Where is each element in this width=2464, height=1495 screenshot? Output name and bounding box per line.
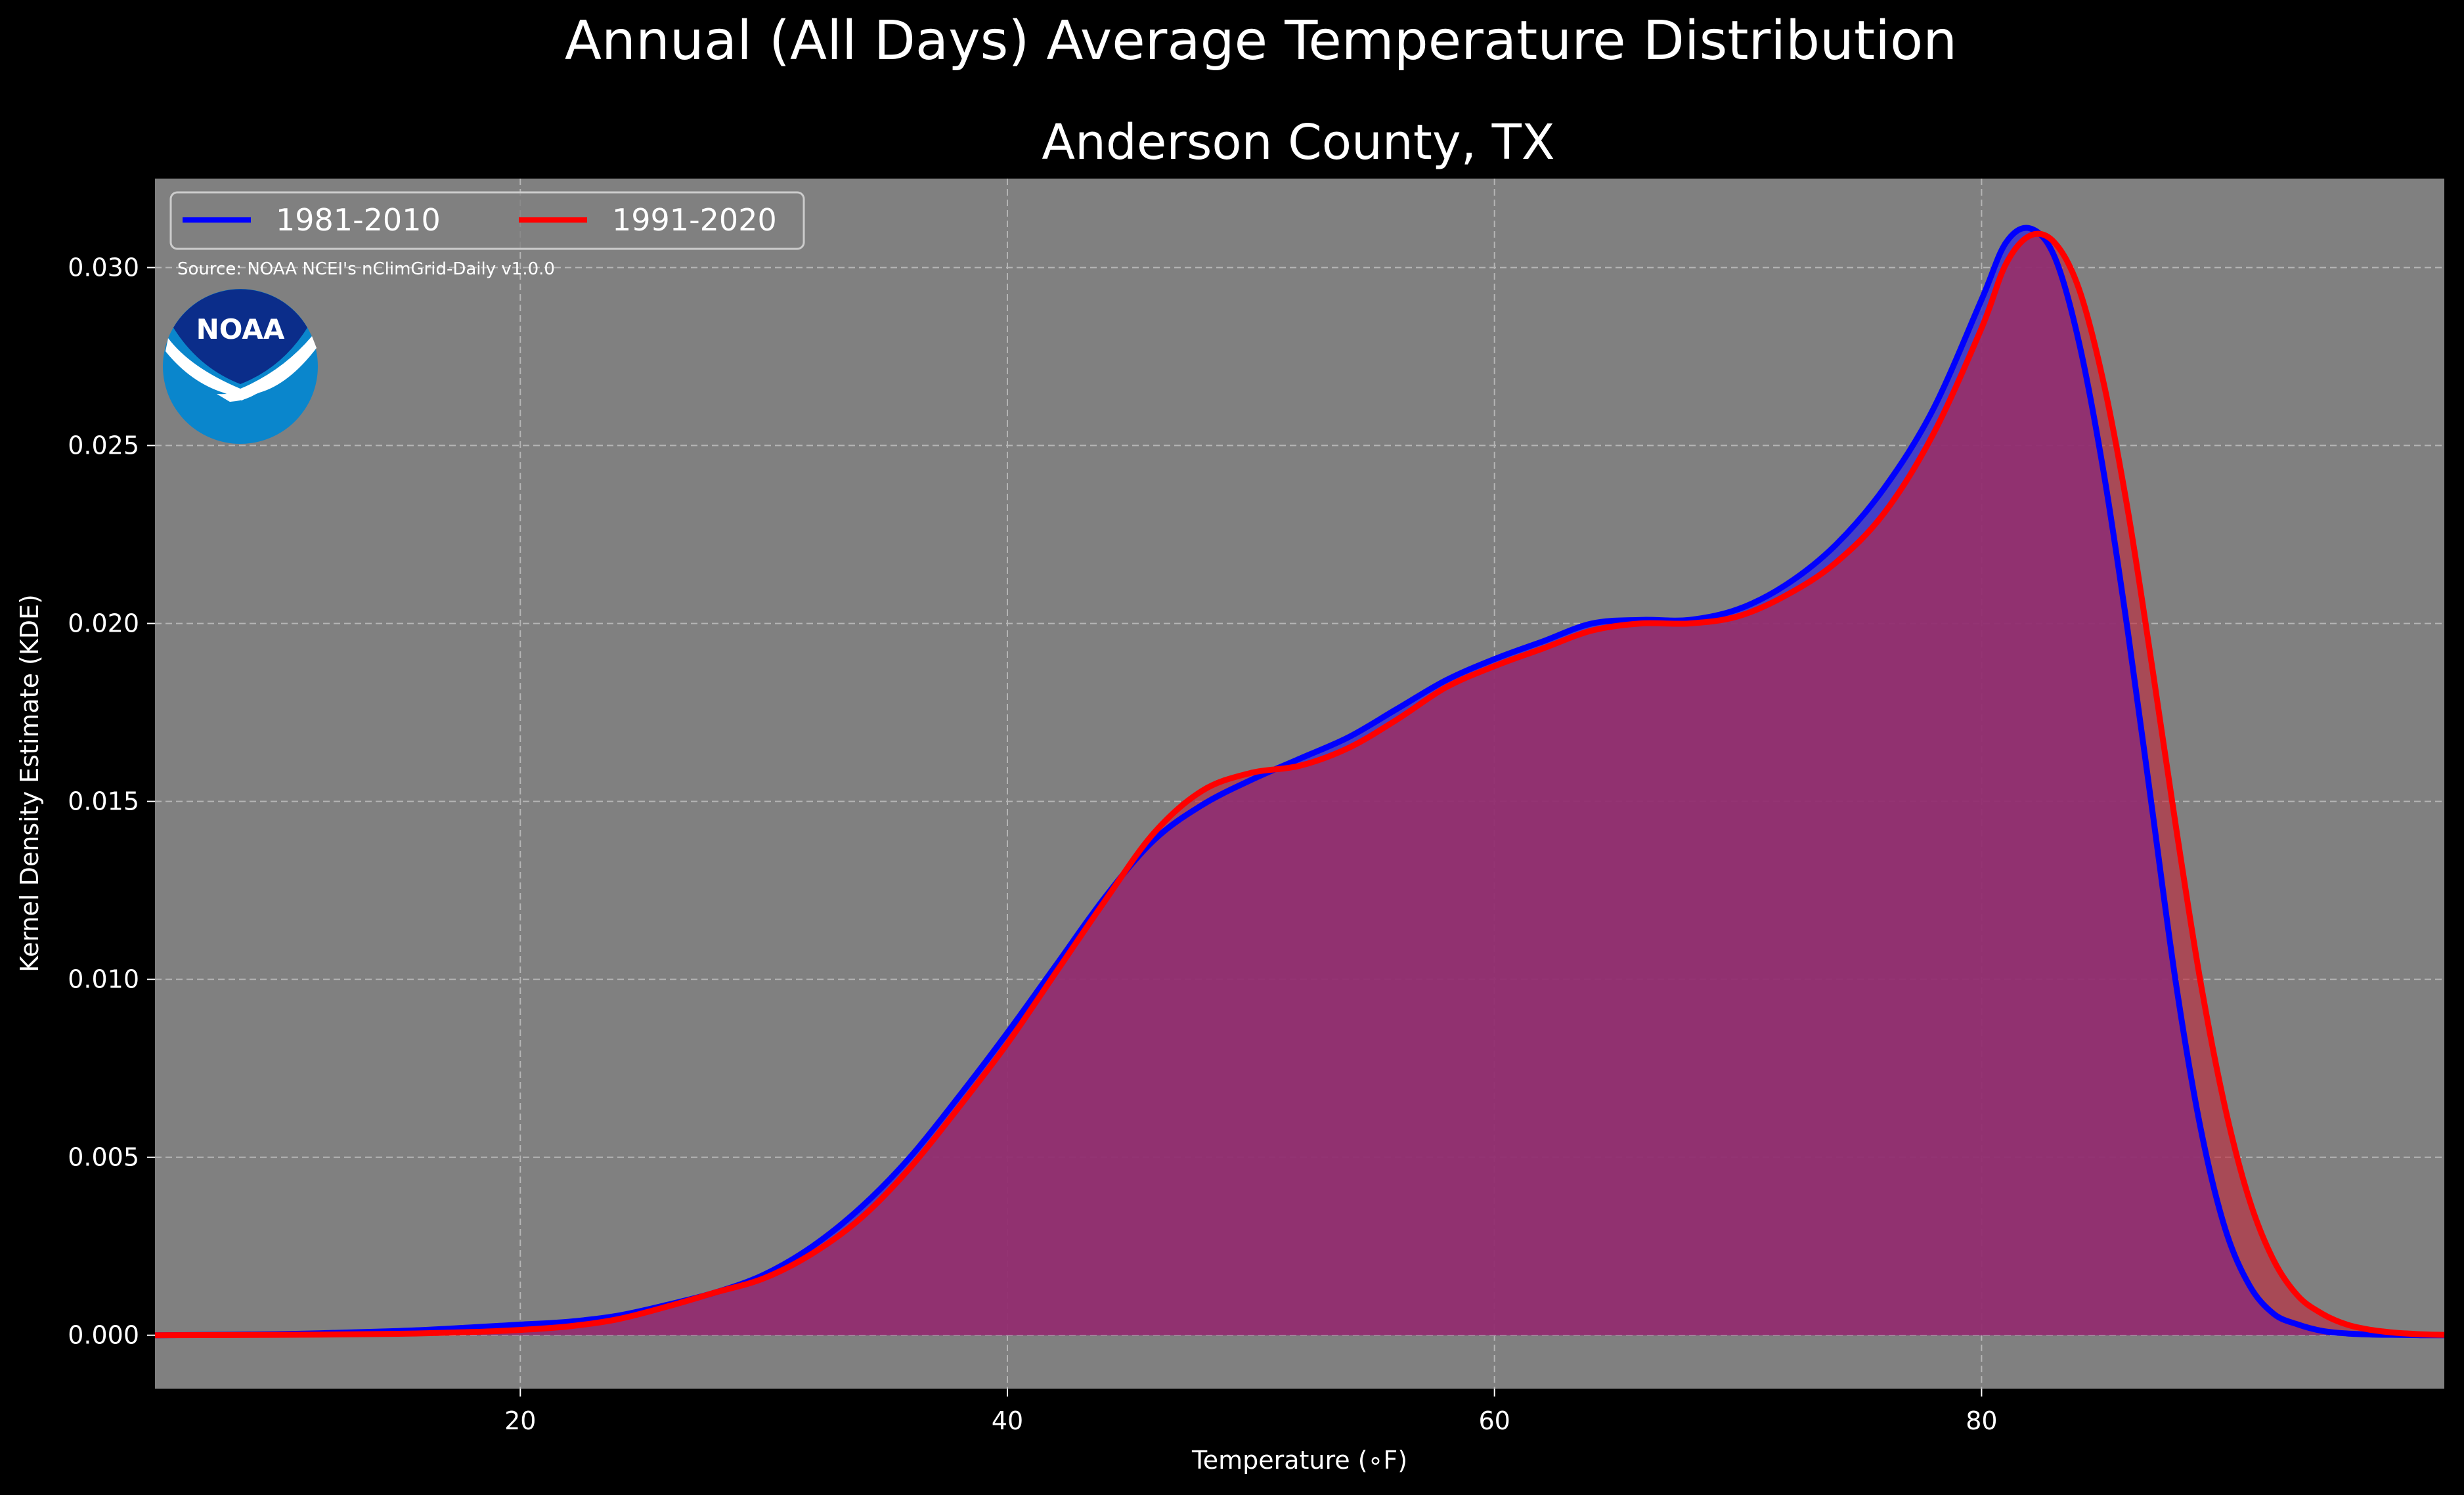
line-1991-2020 <box>154 230 2445 1339</box>
noaa-logo-text: NOAA <box>196 313 285 345</box>
y-tick-label: 0.025 <box>68 431 139 460</box>
x-tick-label: 60 <box>1479 1406 1510 1435</box>
y-tick-label: 0.030 <box>68 253 139 282</box>
y-tick-label: 0.010 <box>68 965 139 994</box>
y-tick-label: 0.000 <box>68 1321 139 1350</box>
axes: 20 40 60 80 0.000 0.005 0.010 0.015 0.020 0.025 0.… <box>68 253 1997 1435</box>
x-tick-label: 20 <box>504 1406 536 1435</box>
area-1991-2020 <box>155 234 2444 1335</box>
x-tick-label: 80 <box>1966 1406 1997 1435</box>
chart-title: Annual (All Days) Average Temperature Di… <box>565 10 1957 72</box>
noaa-logo-bird-wings <box>165 336 317 401</box>
y-tick-label: 0.020 <box>68 609 139 638</box>
legend-label-1991-2020: 1991-2020 <box>612 202 777 238</box>
y-tick-label: 0.015 <box>68 787 139 816</box>
series-layer <box>154 225 2445 1339</box>
legend-box <box>169 191 805 250</box>
y-tick-label: 0.005 <box>68 1143 139 1172</box>
noaa-logo-sky <box>173 289 307 384</box>
line-1981-2010 <box>154 225 2445 1339</box>
legend: 1981-2010 1991-2020 <box>169 191 805 250</box>
x-tick-label: 40 <box>992 1406 1023 1435</box>
source-note: Source: NOAA NCEI's nClimGrid-Daily v1.0… <box>177 259 555 279</box>
y-axis-label: Kernel Density Estimate (KDE) <box>15 594 44 972</box>
noaa-logo-bird-body <box>217 384 268 402</box>
chart-subtitle: Anderson County, TX <box>1042 114 1554 171</box>
legend-label-1981-2010: 1981-2010 <box>276 202 441 238</box>
x-axis-label: Temperature (∘F) <box>1191 1446 1407 1475</box>
noaa-logo: NOAA <box>163 289 318 444</box>
